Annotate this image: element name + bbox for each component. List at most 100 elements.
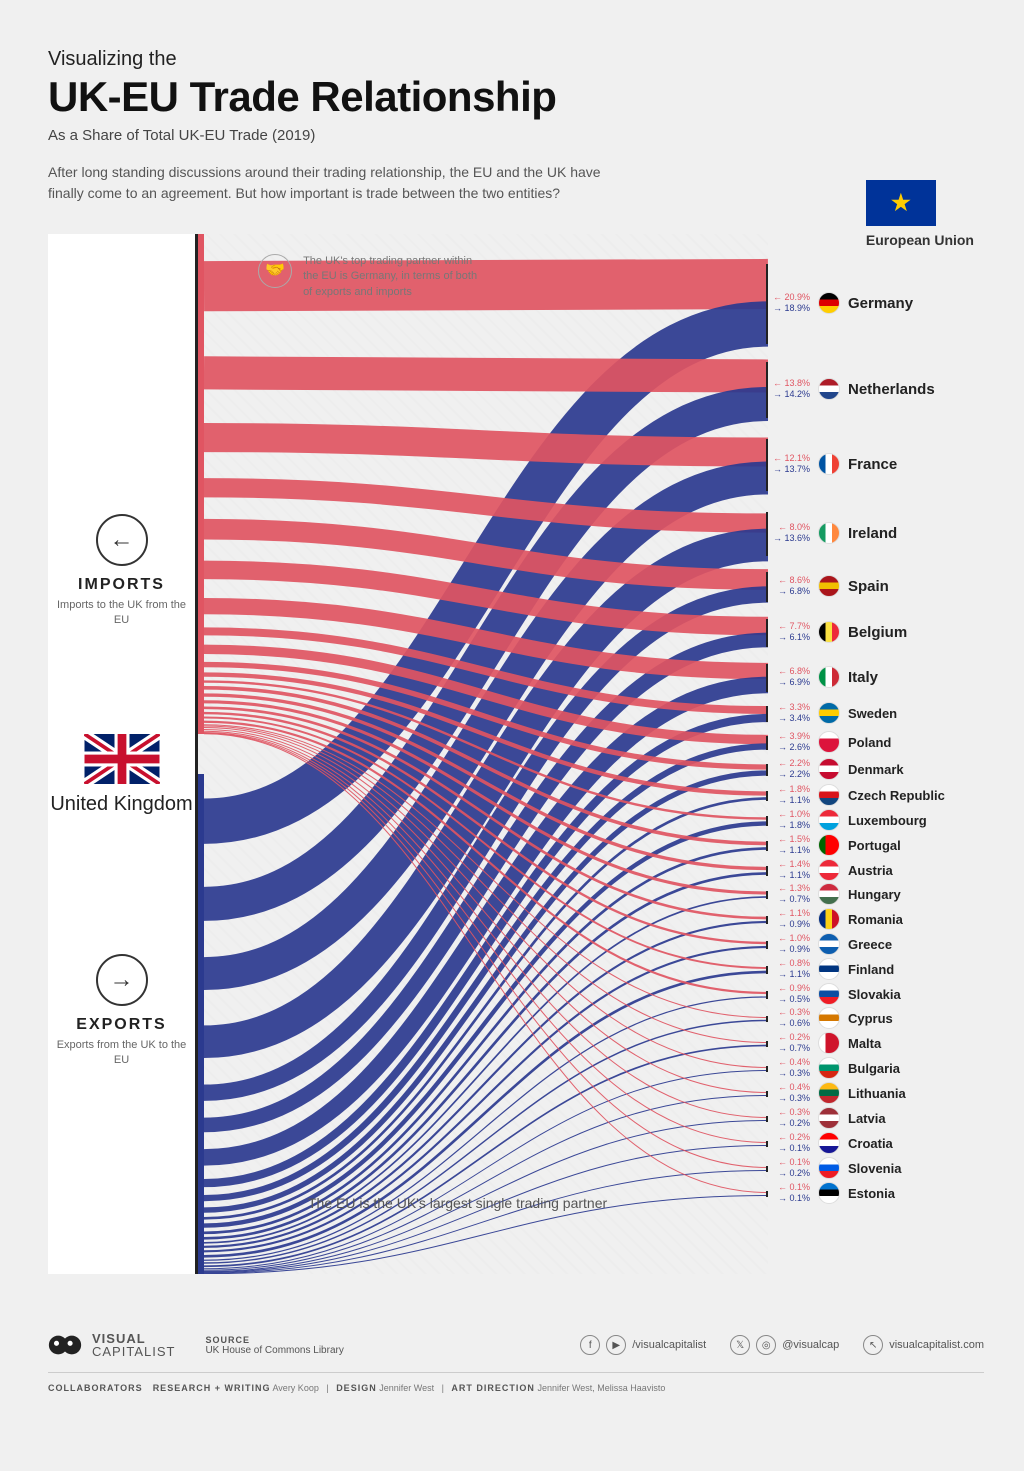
- sankey-flows: [198, 234, 768, 1274]
- country-name: Spain: [848, 578, 889, 595]
- country-percentages: ← 0.9%→ 0.5%: [768, 983, 810, 1005]
- country-flag-icon: [818, 292, 840, 314]
- country-name: Greece: [848, 937, 892, 952]
- country-name: Romania: [848, 912, 903, 927]
- country-percentages: ← 0.8%→ 1.1%: [768, 958, 810, 980]
- country-name: Cyprus: [848, 1011, 893, 1026]
- country-percentages: ← 1.4%→ 1.1%: [768, 859, 810, 881]
- country-flag-icon: [818, 933, 840, 955]
- country-flag-icon: [818, 1057, 840, 1079]
- country-row: ← 0.1%→ 0.2% Slovenia: [768, 1157, 901, 1179]
- footer: VISUALCAPITALIST SOURCE UK House of Comm…: [48, 1314, 984, 1393]
- imports-label: IMPORTS: [48, 576, 195, 594]
- country-percentages: ← 0.1%→ 0.2%: [768, 1157, 810, 1179]
- cursor-icon[interactable]: ↖: [863, 1335, 883, 1355]
- brand-logo: VISUALCAPITALIST: [48, 1332, 175, 1358]
- country-flag-icon: [818, 621, 840, 643]
- country-row: ← 8.0%→ 13.6%Ireland: [768, 522, 897, 544]
- country-name: Croatia: [848, 1136, 893, 1151]
- country-percentages: ← 6.8%→ 6.9%: [768, 666, 810, 688]
- country-percentages: ← 3.3%→ 3.4%: [768, 702, 810, 724]
- country-flag-icon: [818, 1107, 840, 1129]
- country-name: Sweden: [848, 706, 897, 721]
- country-row: ← 6.8%→ 6.9% Italy: [768, 666, 878, 688]
- country-flag-icon: [818, 784, 840, 806]
- social-links: f ▶ /visualcapitalist 𝕏 ◎ @visualcap ↖ v…: [580, 1335, 984, 1355]
- country-flag-icon: [818, 453, 840, 475]
- country-row: ← 12.1%→ 13.7%France: [768, 453, 897, 475]
- country-flag-icon: [818, 575, 840, 597]
- country-row: ← 1.3%→ 0.7%Hungary: [768, 883, 901, 905]
- country-row: ← 1.0%→ 0.9% Greece: [768, 933, 892, 955]
- country-row: ← 2.2%→ 2.2% Denmark: [768, 758, 904, 780]
- country-name: Latvia: [848, 1111, 886, 1126]
- country-flag-icon: [818, 1182, 840, 1204]
- country-name: Hungary: [848, 887, 901, 902]
- country-flag-icon: [818, 758, 840, 780]
- country-percentages: ← 1.0%→ 0.9%: [768, 933, 810, 955]
- imports-arrow-icon: ←: [96, 514, 148, 566]
- country-name: Czech Republic: [848, 788, 945, 803]
- country-flag-icon: [818, 378, 840, 400]
- social-handle-1: /visualcapitalist: [632, 1339, 706, 1351]
- country-row: ← 0.8%→ 1.1%Finland: [768, 958, 894, 980]
- country-name: Poland: [848, 735, 891, 750]
- country-name: Luxembourg: [848, 813, 927, 828]
- country-name: Denmark: [848, 762, 904, 777]
- country-percentages: ← 0.2%→ 0.7%: [768, 1032, 810, 1054]
- uk-flag-icon: [84, 734, 160, 784]
- country-name: Slovakia: [848, 987, 901, 1002]
- header: Visualizing the UK-EU Trade Relationship…: [48, 48, 984, 204]
- country-percentages: ← 0.4%→ 0.3%: [768, 1057, 810, 1079]
- country-percentages: ← 2.2%→ 2.2%: [768, 758, 810, 780]
- country-name: Lithuania: [848, 1086, 906, 1101]
- twitter-icon[interactable]: 𝕏: [730, 1335, 750, 1355]
- callout-bottom: The EU is the UK's largest single tradin…: [308, 1194, 607, 1214]
- exports-sublabel: Exports from the UK to the EU: [48, 1038, 195, 1069]
- country-percentages: ← 0.3%→ 0.6%: [768, 1007, 810, 1029]
- country-row: ← 1.4%→ 1.1%Austria: [768, 859, 893, 881]
- country-flag-icon: [818, 1157, 840, 1179]
- handshake-icon: 🤝: [258, 254, 292, 288]
- callout-top: 🤝 The UK's top trading partner within th…: [258, 254, 483, 300]
- country-flag-icon: [818, 731, 840, 753]
- country-percentages: ← 13.8%→ 14.2%: [768, 378, 810, 400]
- facebook-icon[interactable]: f: [580, 1335, 600, 1355]
- country-name: Portugal: [848, 838, 901, 853]
- country-flag-icon: [818, 666, 840, 688]
- country-name: Estonia: [848, 1186, 895, 1201]
- country-percentages: ← 1.1%→ 0.9%: [768, 908, 810, 930]
- country-flag-icon: [818, 908, 840, 930]
- country-flag-icon: [818, 983, 840, 1005]
- collaborators: COLLABORATORS RESEARCH + WRITING Avery K…: [48, 1373, 984, 1393]
- uk-label: United Kingdom: [48, 792, 195, 816]
- country-percentages: ← 1.5%→ 1.1%: [768, 834, 810, 856]
- country-row: ← 20.9%→ 18.9%Germany: [768, 292, 913, 314]
- instagram-icon[interactable]: ◎: [756, 1335, 776, 1355]
- country-row: ← 7.7%→ 6.1%Belgium: [768, 621, 907, 643]
- country-percentages: ← 0.3%→ 0.2%: [768, 1107, 810, 1129]
- country-name: France: [848, 456, 897, 473]
- country-flag-icon: [818, 859, 840, 881]
- country-name: Slovenia: [848, 1161, 901, 1176]
- country-flag-icon: [818, 1082, 840, 1104]
- country-name: Malta: [848, 1036, 881, 1051]
- country-percentages: ← 1.0%→ 1.8%: [768, 809, 810, 831]
- country-row: ← 1.5%→ 1.1% Portugal: [768, 834, 901, 856]
- country-row: ← 0.4%→ 0.3%Lithuania: [768, 1082, 906, 1104]
- imports-sublabel: Imports to the UK from the EU: [48, 598, 195, 629]
- uk-column: ← IMPORTS Imports to the UK from the EU …: [48, 234, 198, 1274]
- country-row: ← 13.8%→ 14.2%Netherlands: [768, 378, 935, 400]
- intro-text: After long standing discussions around t…: [48, 162, 608, 204]
- country-row: ← 3.3%→ 3.4% Sweden: [768, 702, 897, 724]
- social-handle-2: @visualcap: [782, 1339, 839, 1351]
- country-row: ← 1.0%→ 1.8% Luxembourg: [768, 809, 927, 831]
- youtube-icon[interactable]: ▶: [606, 1335, 626, 1355]
- country-row: ← 0.2%→ 0.7% Malta: [768, 1032, 881, 1054]
- country-flag-icon: [818, 1032, 840, 1054]
- eu-flag-icon: ★: [866, 180, 936, 226]
- country-name: Italy: [848, 669, 878, 686]
- country-row: ← 0.4%→ 0.3%Bulgaria: [768, 1057, 900, 1079]
- exports-arrow-icon: →: [96, 954, 148, 1006]
- country-percentages: ← 3.9%→ 2.6%: [768, 731, 810, 753]
